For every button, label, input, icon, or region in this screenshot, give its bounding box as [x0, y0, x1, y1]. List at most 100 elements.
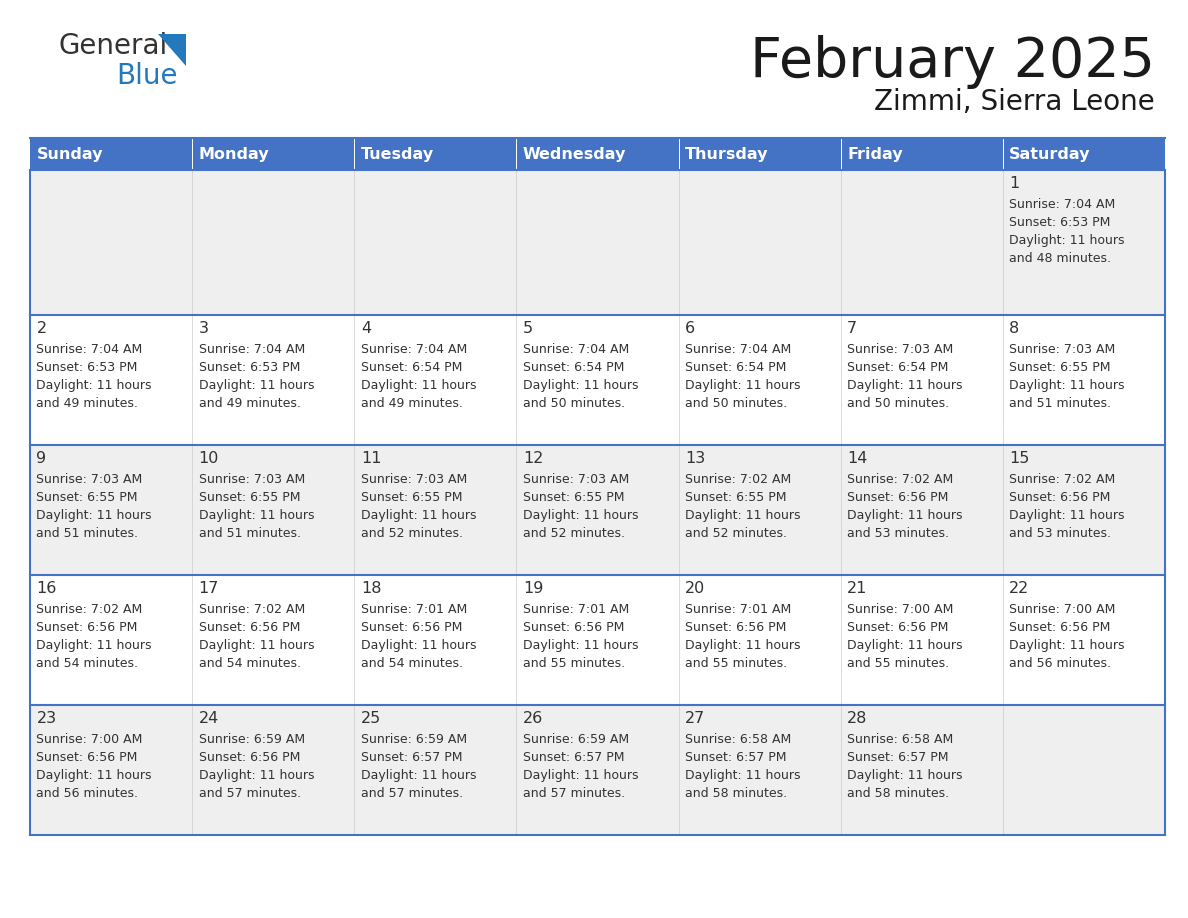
Text: Sunset: 6:57 PM: Sunset: 6:57 PM: [847, 751, 949, 764]
Bar: [1003, 138, 1165, 170]
Text: Sunset: 6:55 PM: Sunset: 6:55 PM: [37, 491, 138, 504]
Text: Sunset: 6:55 PM: Sunset: 6:55 PM: [523, 491, 625, 504]
Text: Friday: Friday: [847, 147, 903, 162]
Bar: [517, 445, 678, 575]
Bar: [678, 575, 841, 705]
Text: and 51 minutes.: and 51 minutes.: [198, 527, 301, 540]
Bar: [192, 705, 354, 835]
Text: and 50 minutes.: and 50 minutes.: [685, 397, 788, 410]
Bar: [678, 138, 841, 170]
Text: Sunrise: 7:00 AM: Sunrise: 7:00 AM: [847, 603, 954, 616]
Text: Daylight: 11 hours: Daylight: 11 hours: [847, 379, 962, 392]
Text: Daylight: 11 hours: Daylight: 11 hours: [361, 769, 476, 782]
Text: 6: 6: [685, 321, 695, 336]
Text: 14: 14: [847, 451, 867, 466]
Bar: [841, 445, 1003, 575]
Bar: [30, 170, 192, 315]
Text: Daylight: 11 hours: Daylight: 11 hours: [1010, 234, 1125, 247]
Text: and 48 minutes.: and 48 minutes.: [1010, 252, 1111, 265]
Text: Sunrise: 7:04 AM: Sunrise: 7:04 AM: [523, 343, 630, 356]
Text: 18: 18: [361, 581, 381, 596]
Text: Sunset: 6:55 PM: Sunset: 6:55 PM: [1010, 361, 1111, 374]
Bar: [678, 315, 841, 445]
Text: Sunrise: 7:03 AM: Sunrise: 7:03 AM: [523, 473, 630, 486]
Text: Sunrise: 7:04 AM: Sunrise: 7:04 AM: [685, 343, 791, 356]
Text: and 53 minutes.: and 53 minutes.: [1010, 527, 1111, 540]
Text: and 51 minutes.: and 51 minutes.: [37, 527, 139, 540]
Bar: [1003, 445, 1165, 575]
Text: and 49 minutes.: and 49 minutes.: [37, 397, 138, 410]
Bar: [192, 315, 354, 445]
Text: Sunset: 6:56 PM: Sunset: 6:56 PM: [685, 621, 786, 634]
Text: and 57 minutes.: and 57 minutes.: [361, 787, 463, 800]
Text: Sunset: 6:56 PM: Sunset: 6:56 PM: [198, 751, 301, 764]
Text: Daylight: 11 hours: Daylight: 11 hours: [685, 379, 801, 392]
Text: and 57 minutes.: and 57 minutes.: [198, 787, 301, 800]
Bar: [517, 705, 678, 835]
Text: Sunset: 6:56 PM: Sunset: 6:56 PM: [523, 621, 624, 634]
Text: Daylight: 11 hours: Daylight: 11 hours: [37, 379, 152, 392]
Text: Sunset: 6:53 PM: Sunset: 6:53 PM: [37, 361, 138, 374]
Text: Daylight: 11 hours: Daylight: 11 hours: [847, 509, 962, 522]
Text: Sunset: 6:54 PM: Sunset: 6:54 PM: [847, 361, 948, 374]
Text: Monday: Monday: [198, 147, 270, 162]
Text: and 55 minutes.: and 55 minutes.: [523, 657, 625, 670]
Bar: [517, 138, 678, 170]
Text: Daylight: 11 hours: Daylight: 11 hours: [685, 509, 801, 522]
Text: Sunrise: 7:04 AM: Sunrise: 7:04 AM: [1010, 198, 1116, 211]
Text: Sunset: 6:54 PM: Sunset: 6:54 PM: [523, 361, 624, 374]
Text: and 52 minutes.: and 52 minutes.: [361, 527, 463, 540]
Text: Daylight: 11 hours: Daylight: 11 hours: [198, 639, 314, 652]
Text: 8: 8: [1010, 321, 1019, 336]
Text: 21: 21: [847, 581, 867, 596]
Bar: [354, 138, 517, 170]
Text: Daylight: 11 hours: Daylight: 11 hours: [198, 379, 314, 392]
Text: Sunset: 6:56 PM: Sunset: 6:56 PM: [1010, 621, 1111, 634]
Bar: [192, 445, 354, 575]
Text: Daylight: 11 hours: Daylight: 11 hours: [523, 639, 638, 652]
Text: Daylight: 11 hours: Daylight: 11 hours: [37, 639, 152, 652]
Text: and 49 minutes.: and 49 minutes.: [198, 397, 301, 410]
Text: 19: 19: [523, 581, 543, 596]
Bar: [841, 138, 1003, 170]
Text: Daylight: 11 hours: Daylight: 11 hours: [37, 509, 152, 522]
Text: 15: 15: [1010, 451, 1030, 466]
Text: and 52 minutes.: and 52 minutes.: [523, 527, 625, 540]
Text: Sunrise: 7:04 AM: Sunrise: 7:04 AM: [198, 343, 305, 356]
Text: Daylight: 11 hours: Daylight: 11 hours: [1010, 639, 1125, 652]
Text: Sunrise: 7:03 AM: Sunrise: 7:03 AM: [198, 473, 305, 486]
Text: Sunset: 6:57 PM: Sunset: 6:57 PM: [685, 751, 786, 764]
Bar: [192, 170, 354, 315]
Text: Sunset: 6:53 PM: Sunset: 6:53 PM: [198, 361, 301, 374]
Text: and 54 minutes.: and 54 minutes.: [198, 657, 301, 670]
Text: Daylight: 11 hours: Daylight: 11 hours: [847, 769, 962, 782]
Text: and 51 minutes.: and 51 minutes.: [1010, 397, 1111, 410]
Bar: [841, 705, 1003, 835]
Bar: [1003, 705, 1165, 835]
Bar: [354, 575, 517, 705]
Bar: [30, 575, 192, 705]
Text: 16: 16: [37, 581, 57, 596]
Text: and 58 minutes.: and 58 minutes.: [685, 787, 788, 800]
Text: 5: 5: [523, 321, 533, 336]
Bar: [517, 315, 678, 445]
Text: Sunset: 6:55 PM: Sunset: 6:55 PM: [361, 491, 462, 504]
Text: 28: 28: [847, 711, 867, 726]
Text: 2: 2: [37, 321, 46, 336]
Text: Daylight: 11 hours: Daylight: 11 hours: [685, 639, 801, 652]
Text: Blue: Blue: [116, 62, 177, 90]
Text: 27: 27: [685, 711, 706, 726]
Text: 17: 17: [198, 581, 219, 596]
Text: and 58 minutes.: and 58 minutes.: [847, 787, 949, 800]
Bar: [1003, 315, 1165, 445]
Bar: [354, 445, 517, 575]
Text: Daylight: 11 hours: Daylight: 11 hours: [523, 379, 638, 392]
Bar: [678, 170, 841, 315]
Text: Sunrise: 7:03 AM: Sunrise: 7:03 AM: [1010, 343, 1116, 356]
Text: Wednesday: Wednesday: [523, 147, 626, 162]
Bar: [30, 315, 192, 445]
Text: Sunrise: 7:02 AM: Sunrise: 7:02 AM: [1010, 473, 1116, 486]
Text: 24: 24: [198, 711, 219, 726]
Bar: [841, 315, 1003, 445]
Text: Sunset: 6:57 PM: Sunset: 6:57 PM: [523, 751, 625, 764]
